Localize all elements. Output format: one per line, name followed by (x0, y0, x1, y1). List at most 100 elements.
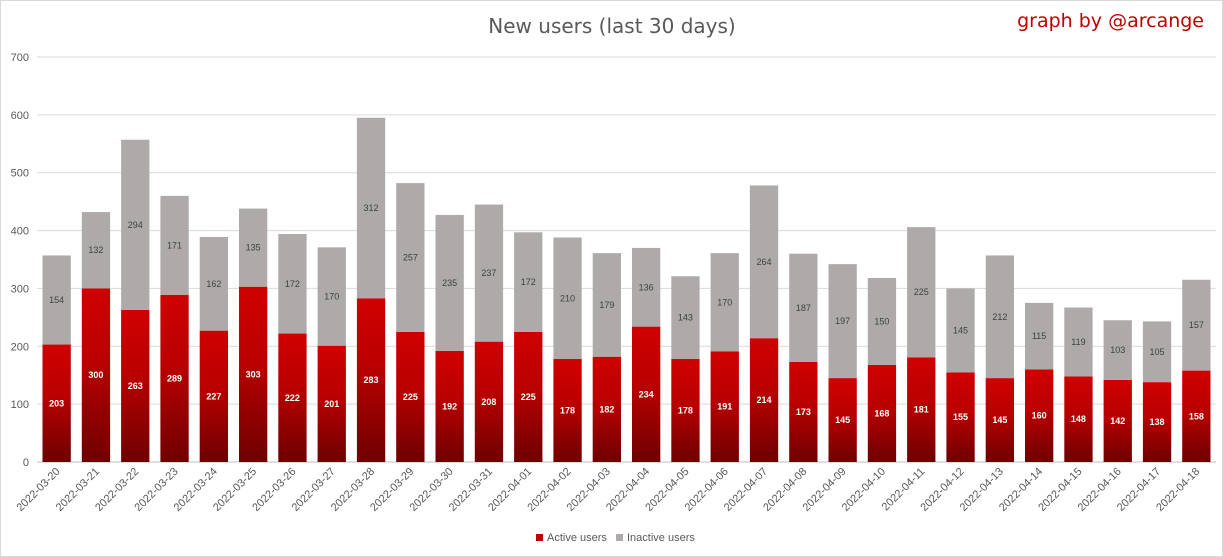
data-label-inactive: 257 (403, 252, 418, 262)
legend-swatch-active-users (536, 534, 543, 541)
bar-inactive-users (592, 253, 621, 357)
bar-active-users (907, 357, 936, 462)
bar-active-users (160, 294, 189, 462)
bar-active-users (632, 326, 661, 462)
bar-active-users (396, 331, 425, 462)
chart-title: New users (last 30 days) (488, 14, 735, 38)
bar-active-users (199, 330, 228, 462)
bar-active-users (514, 331, 543, 462)
bar-inactive-users (1142, 321, 1172, 383)
gridlines (37, 56, 1216, 463)
bar-active-users (1182, 370, 1211, 462)
data-label-active: 227 (206, 391, 221, 401)
data-label-inactive: 187 (796, 303, 811, 313)
data-label-active: 138 (1150, 417, 1165, 427)
data-label-inactive: 225 (914, 287, 929, 297)
data-label-inactive: 105 (1150, 347, 1165, 357)
data-label-inactive: 162 (206, 279, 221, 289)
data-label-inactive: 179 (599, 300, 614, 310)
data-label-inactive: 119 (1071, 337, 1085, 347)
data-label-active: 168 (874, 408, 889, 418)
bar-inactive-users (474, 204, 504, 342)
data-label-active: 283 (364, 375, 379, 385)
bar-active-users (435, 350, 464, 462)
data-label-inactive: 145 (953, 325, 968, 335)
data-label-active: 178 (678, 406, 693, 416)
data-label-inactive: 312 (364, 203, 379, 213)
bar-active-users (828, 378, 857, 462)
bar-active-users (42, 344, 71, 462)
y-tick-label: 600 (11, 110, 29, 122)
bar-active-users (749, 338, 779, 462)
data-label-inactive: 115 (1032, 331, 1046, 341)
data-label-active: 158 (1189, 411, 1204, 421)
data-label-active: 303 (246, 369, 261, 379)
bar-inactive-users (1182, 279, 1211, 371)
data-label-active: 173 (796, 407, 811, 417)
data-label-inactive: 135 (246, 243, 261, 253)
data-label-active: 191 (717, 402, 732, 412)
data-label-inactive: 172 (285, 279, 300, 289)
bar-active-users (474, 341, 504, 462)
bar-inactive-users (396, 183, 425, 332)
data-label-inactive: 150 (874, 316, 889, 326)
data-label-active: 145 (992, 415, 1007, 425)
data-label-inactive: 157 (1189, 320, 1204, 330)
bar-inactive-users (81, 212, 111, 289)
data-label-active: 160 (1032, 411, 1047, 421)
data-label-active: 300 (88, 370, 103, 380)
data-label-inactive: 212 (992, 312, 1007, 322)
y-axis: 0 100 200 300 400 500 600 700 (11, 52, 29, 469)
legend-label-inactive-users: Inactive users (627, 532, 695, 544)
data-label-active: 225 (403, 392, 418, 402)
bar-inactive-users (1064, 307, 1093, 377)
data-label-inactive: 170 (324, 292, 339, 302)
bar-inactive-users (278, 234, 307, 334)
bar-inactive-users (239, 208, 268, 287)
data-label-active: 214 (757, 395, 772, 405)
data-label-inactive: 132 (88, 245, 103, 255)
y-tick-label: 400 (11, 226, 29, 238)
bar-inactive-users (356, 117, 386, 299)
bar-inactive-users (632, 247, 661, 327)
data-label-active: 145 (835, 415, 850, 425)
bar-inactive-users (160, 195, 189, 295)
data-label-active: 203 (49, 398, 64, 408)
bar-inactive-users (317, 247, 346, 346)
data-label-active: 142 (1110, 416, 1125, 426)
y-tick-label: 0 (23, 457, 29, 469)
bar-active-users (867, 364, 897, 462)
bar-inactive-users (435, 214, 464, 351)
bar-inactive-users (199, 236, 228, 331)
data-label-active: 263 (128, 381, 143, 391)
data-label-inactive: 237 (481, 268, 496, 278)
bar-active-users (1064, 376, 1093, 462)
data-label-active: 148 (1071, 414, 1086, 424)
bar-inactive-users (985, 255, 1014, 379)
y-tick-label: 100 (11, 399, 29, 411)
bar-inactive-users (1025, 302, 1054, 370)
y-tick-label: 500 (11, 168, 29, 180)
data-label-inactive: 264 (757, 257, 772, 267)
data-label-active: 201 (324, 399, 339, 409)
bar-inactive-users (946, 288, 975, 373)
bar-inactive-users (671, 276, 700, 360)
data-label-inactive: 170 (717, 297, 732, 307)
bar-active-users (278, 333, 307, 462)
bar-active-users (671, 359, 700, 462)
legend-swatch-inactive-users (616, 534, 623, 541)
data-label-active: 222 (285, 393, 300, 403)
bar-inactive-users (749, 185, 779, 339)
data-label-inactive: 197 (835, 316, 850, 326)
bar-active-users (1142, 382, 1172, 462)
bar-active-users (710, 351, 739, 462)
bar-inactive-users (907, 227, 936, 358)
bar-inactive-users (1103, 320, 1132, 380)
data-label-inactive: 235 (442, 278, 457, 288)
data-label-inactive: 172 (521, 277, 536, 287)
bars: 203 154 300 132 263 294 289 171 227 162 303 135 222 1… (42, 117, 1211, 462)
bar-inactive-users (514, 232, 543, 332)
bar-active-users (121, 309, 150, 462)
